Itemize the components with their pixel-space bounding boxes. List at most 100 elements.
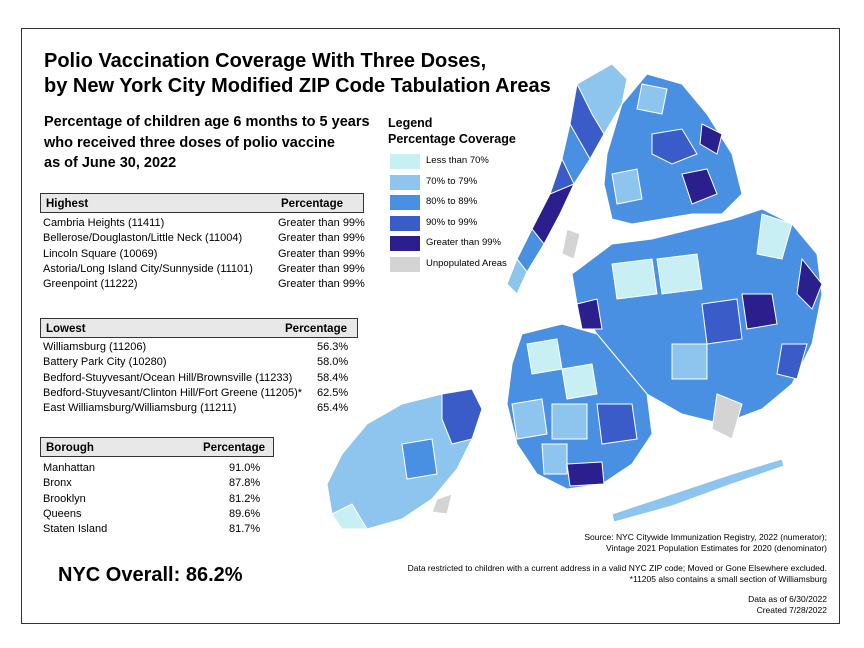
borough-header-pct: Percentage [203, 442, 266, 454]
lowest-header-area: Lowest [46, 323, 86, 335]
lowest-area-cell: Bedford-Stuyvesant/Ocean Hill/Brownsvill… [43, 371, 293, 384]
borough-area-cell: Queens [43, 507, 82, 520]
title-line-2: by New York City Modified ZIP Code Tabul… [44, 75, 551, 97]
subtitle-line-1: Percentage of children age 6 months to 5… [44, 114, 370, 130]
legend-item: 80% to 89% [388, 193, 516, 214]
lowest-header-pct: Percentage [285, 323, 348, 335]
borough-table-row: Queens 89.6% [40, 507, 274, 522]
lowest-area-cell: Battery Park City (10280) [43, 356, 167, 369]
source-note: Source: NYC Citywide Immunization Regist… [584, 532, 827, 554]
lowest-table-body: Williamsburg (11206) 56.3% Battery Park Ci… [40, 338, 358, 416]
legend-swatch [390, 236, 420, 252]
map-frame: Polio Vaccination Coverage With Three Do… [21, 28, 840, 624]
borough-pct-cell: 87.8% [229, 477, 261, 490]
lowest-table: Lowest Percentage Williamsburg (11206) 56… [40, 318, 358, 416]
highest-area-cell: Cambria Heights (11411) [43, 217, 165, 229]
restriction-line-2: *11205 also contains a small section of … [629, 573, 827, 584]
highest-pct-cell: Greater than 99% [278, 217, 365, 229]
legend-item: Greater than 99% [388, 234, 516, 255]
lowest-table-row: Williamsburg (11206) 56.3% [40, 340, 358, 355]
nyc-overall: NYC Overall: 86.2% [58, 564, 243, 586]
legend-item: 70% to 79% [388, 173, 516, 194]
lowest-table-row: Bedford-Stuyvesant/Ocean Hill/Brownsvill… [40, 371, 358, 386]
borough-pct-cell: 89.6% [229, 507, 261, 520]
highest-table: Highest Percentage Cambria Heights (1141… [40, 193, 365, 292]
borough-table-row: Brooklyn 81.2% [40, 492, 274, 507]
legend-swatch [390, 154, 420, 169]
queens-region [571, 208, 823, 440]
highest-pct-cell: Greater than 99% [278, 262, 365, 275]
borough-table-body: Manhattan 91.0% Bronx 87.8% Brooklyn 81.2% Que… [40, 457, 274, 537]
highest-table-header: Highest Percentage [40, 193, 364, 213]
lowest-table-row: Bedford-Stuyvesant/Clinton Hill/Fort Gre… [40, 386, 358, 401]
legend-swatch [390, 174, 420, 190]
source-line-2: Vintage 2021 Population Estimates for 20… [606, 542, 827, 553]
legend-title-1: Legend [388, 116, 433, 130]
legend-swatch [390, 256, 420, 272]
map-legend: Legend Percentage Coverage Less than 70%… [388, 115, 516, 276]
legend-items: Less than 70% 70% to 79% 80% to 89% 90% to … [388, 152, 516, 276]
restriction-note: Data restricted to children with a curre… [408, 563, 827, 585]
data-date: Data as of 6/30/2022 [748, 594, 827, 604]
borough-table-row: Staten Island 81.7% [40, 522, 274, 537]
highest-table-row: Lincoln Square (10069) Greater than 99% [40, 247, 365, 262]
highest-table-row: Astoria/Long Island City/Sunnyside (1110… [40, 262, 365, 277]
legend-item: Unpopulated Areas [388, 255, 516, 276]
lowest-pct-cell: 65.4% [317, 402, 349, 415]
highest-pct-cell: Greater than 99% [278, 232, 365, 245]
subtitle-line-2: who received three doses of polio vaccin… [44, 134, 335, 151]
title-line-1: Polio Vaccination Coverage With Three Do… [44, 50, 487, 72]
legend-item: 90% to 99% [388, 214, 516, 235]
brooklyn-region [506, 323, 653, 490]
lowest-table-header: Lowest Percentage [40, 318, 358, 338]
highest-header-pct: Percentage [281, 198, 344, 210]
highest-pct-cell: Greater than 99% [278, 278, 365, 291]
lowest-pct-cell: 58.4% [317, 371, 349, 384]
highest-table-body: Cambria Heights (11411) Greater than 99% B… [40, 213, 365, 292]
legend-label: Less than 70% [426, 155, 489, 166]
lowest-pct-cell: 58.0% [317, 356, 349, 369]
legend-label: 70% to 79% [426, 175, 478, 187]
borough-area-cell: Manhattan [43, 462, 95, 474]
borough-table-header: Borough Percentage [40, 437, 274, 457]
created-date: Created 7/28/2022 [756, 604, 827, 615]
highest-area-cell: Lincoln Square (10069) [43, 247, 158, 260]
subtitle-line-3: as of June 30, 2022 [44, 155, 177, 171]
borough-area-cell: Staten Island [43, 523, 108, 536]
legend-swatch [390, 195, 420, 211]
highest-table-row: Cambria Heights (11411) Greater than 99% [40, 216, 365, 231]
staten-island-region [326, 388, 483, 530]
map-subtitle: Percentage of children age 6 months to 5… [44, 112, 384, 174]
borough-area-cell: Brooklyn [43, 492, 86, 505]
restriction-line-1: Data restricted to children with a curre… [407, 563, 827, 573]
highest-pct-cell: Greater than 99% [278, 247, 365, 260]
manhattan-region [506, 63, 628, 295]
lowest-pct-cell: 62.5% [317, 386, 349, 399]
lowest-table-row: Battery Park City (10280) 58.0% [40, 355, 358, 370]
lowest-table-row: East Williamsburg/Williamsburg (11211) 65… [40, 401, 358, 416]
highest-area-cell: Astoria/Long Island City/Sunnyside (1110… [43, 262, 253, 275]
rockaway-region [611, 458, 785, 523]
legend-label: 80% to 89% [426, 196, 478, 208]
lowest-area-cell: East Williamsburg/Williamsburg (11211) [43, 402, 237, 415]
highest-table-row: Bellerose/Douglaston/Little Neck (11004)… [40, 231, 365, 246]
legend-label: 90% to 99% [426, 216, 478, 228]
highest-table-row: Greenpoint (11222) Greater than 99% [40, 277, 365, 292]
borough-pct-cell: 91.0% [229, 462, 261, 474]
highest-header-area: Highest [46, 198, 89, 210]
legend-swatch [390, 215, 420, 231]
borough-table-row: Manhattan 91.0% [40, 461, 274, 476]
lowest-pct-cell: 56.3% [317, 341, 349, 353]
borough-pct-cell: 81.2% [229, 492, 261, 505]
borough-area-cell: Bronx [43, 477, 72, 490]
source-line-1: Source: NYC Citywide Immunization Regist… [584, 532, 827, 542]
borough-pct-cell: 81.7% [229, 523, 261, 536]
date-note: Data as of 6/30/2022 Created 7/28/2022 [748, 594, 827, 616]
lowest-area-cell: Williamsburg (11206) [43, 341, 147, 353]
highest-area-cell: Bellerose/Douglaston/Little Neck (11004) [43, 232, 243, 245]
lowest-area-cell: Bedford-Stuyvesant/Clinton Hill/Fort Gre… [43, 386, 303, 399]
borough-table: Borough Percentage Manhattan 91.0% Bronx 87… [40, 437, 274, 537]
map-title: Polio Vaccination Coverage With Three Do… [44, 49, 604, 99]
highest-area-cell: Greenpoint (11222) [43, 278, 138, 291]
legend-label: Unpopulated Areas [426, 257, 507, 269]
